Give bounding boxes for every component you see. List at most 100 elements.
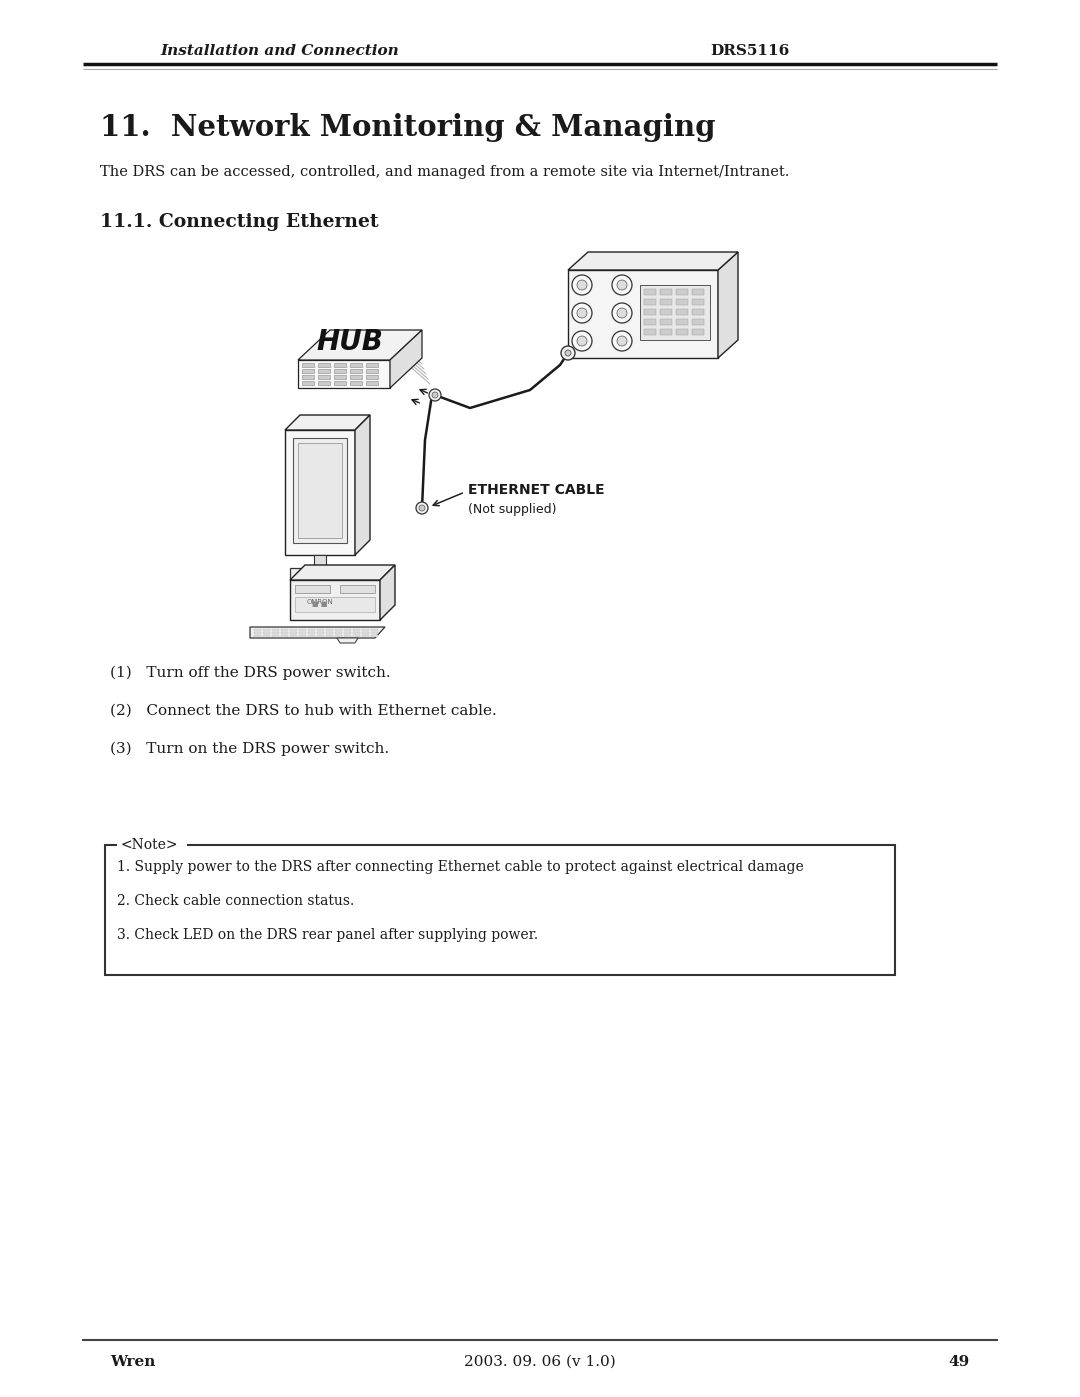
Circle shape [612, 275, 632, 295]
Circle shape [572, 275, 592, 295]
Polygon shape [350, 363, 362, 367]
Polygon shape [334, 363, 346, 367]
Polygon shape [326, 629, 333, 631]
Polygon shape [298, 360, 390, 388]
Polygon shape [302, 381, 314, 386]
Polygon shape [362, 636, 369, 637]
Polygon shape [390, 330, 422, 388]
Polygon shape [644, 319, 656, 326]
Polygon shape [302, 369, 314, 373]
Circle shape [577, 307, 588, 319]
Circle shape [617, 337, 627, 346]
Polygon shape [676, 299, 688, 305]
Polygon shape [293, 439, 347, 543]
Polygon shape [299, 629, 306, 631]
Polygon shape [718, 251, 738, 358]
Text: Wren: Wren [110, 1355, 156, 1369]
Polygon shape [372, 629, 378, 631]
Circle shape [572, 331, 592, 351]
Polygon shape [264, 629, 270, 631]
Polygon shape [335, 629, 342, 631]
Polygon shape [334, 374, 346, 379]
Polygon shape [676, 319, 688, 326]
Polygon shape [692, 319, 704, 326]
Polygon shape [372, 631, 378, 634]
Polygon shape [660, 299, 672, 305]
Polygon shape [298, 443, 342, 538]
Polygon shape [692, 309, 704, 314]
Polygon shape [660, 319, 672, 326]
Polygon shape [264, 631, 270, 634]
Polygon shape [291, 564, 395, 580]
Polygon shape [326, 631, 333, 634]
Polygon shape [350, 374, 362, 379]
Polygon shape [249, 627, 384, 638]
Polygon shape [337, 638, 357, 643]
Text: (1)   Turn off the DRS power switch.: (1) Turn off the DRS power switch. [110, 666, 391, 680]
Text: 1. Supply power to the DRS after connecting Ethernet cable to protect against el: 1. Supply power to the DRS after connect… [117, 861, 804, 875]
Circle shape [577, 337, 588, 346]
Polygon shape [345, 629, 351, 631]
Polygon shape [314, 555, 326, 569]
Circle shape [419, 504, 426, 511]
Polygon shape [318, 374, 330, 379]
Text: Installation and Connection: Installation and Connection [161, 43, 400, 59]
Polygon shape [568, 251, 738, 270]
Polygon shape [318, 631, 324, 634]
Polygon shape [350, 381, 362, 386]
Polygon shape [366, 381, 378, 386]
Polygon shape [318, 381, 330, 386]
Text: (3)   Turn on the DRS power switch.: (3) Turn on the DRS power switch. [110, 742, 389, 756]
Polygon shape [568, 270, 718, 358]
Circle shape [432, 393, 438, 398]
Polygon shape [353, 636, 360, 637]
Text: HUB: HUB [316, 328, 383, 356]
Bar [117, 833, 187, 845]
Polygon shape [318, 636, 324, 637]
Polygon shape [299, 631, 306, 634]
Polygon shape [366, 374, 378, 379]
Polygon shape [308, 631, 315, 634]
Polygon shape [291, 631, 297, 634]
Polygon shape [285, 415, 370, 430]
Text: DRS5116: DRS5116 [711, 43, 789, 59]
Polygon shape [264, 636, 270, 637]
Polygon shape [362, 629, 369, 631]
Circle shape [617, 279, 627, 291]
Polygon shape [353, 629, 360, 631]
Text: (Not supplied): (Not supplied) [468, 503, 556, 517]
Circle shape [572, 303, 592, 323]
Polygon shape [692, 330, 704, 335]
Polygon shape [362, 631, 369, 634]
Polygon shape [345, 636, 351, 637]
Polygon shape [272, 636, 279, 637]
Polygon shape [345, 631, 351, 634]
Polygon shape [308, 629, 315, 631]
Polygon shape [676, 289, 688, 295]
Polygon shape [318, 629, 324, 631]
Circle shape [617, 307, 627, 319]
Polygon shape [660, 330, 672, 335]
Text: 11.  Network Monitoring & Managing: 11. Network Monitoring & Managing [100, 113, 715, 141]
Polygon shape [660, 309, 672, 314]
Polygon shape [272, 631, 279, 634]
Polygon shape [291, 580, 380, 620]
Text: ■ ■: ■ ■ [312, 601, 327, 608]
Polygon shape [372, 636, 378, 637]
Circle shape [612, 331, 632, 351]
Polygon shape [334, 369, 346, 373]
Polygon shape [302, 374, 314, 379]
Polygon shape [644, 309, 656, 314]
Polygon shape [302, 363, 314, 367]
Circle shape [577, 279, 588, 291]
Polygon shape [350, 369, 362, 373]
Polygon shape [295, 597, 375, 612]
Polygon shape [644, 289, 656, 295]
Polygon shape [366, 363, 378, 367]
Text: 11.1. Connecting Ethernet: 11.1. Connecting Ethernet [100, 212, 379, 231]
Polygon shape [644, 330, 656, 335]
Text: 3. Check LED on the DRS rear panel after supplying power.: 3. Check LED on the DRS rear panel after… [117, 928, 538, 942]
Text: 49: 49 [948, 1355, 970, 1369]
Circle shape [416, 502, 428, 514]
Text: <Note>: <Note> [121, 838, 178, 852]
